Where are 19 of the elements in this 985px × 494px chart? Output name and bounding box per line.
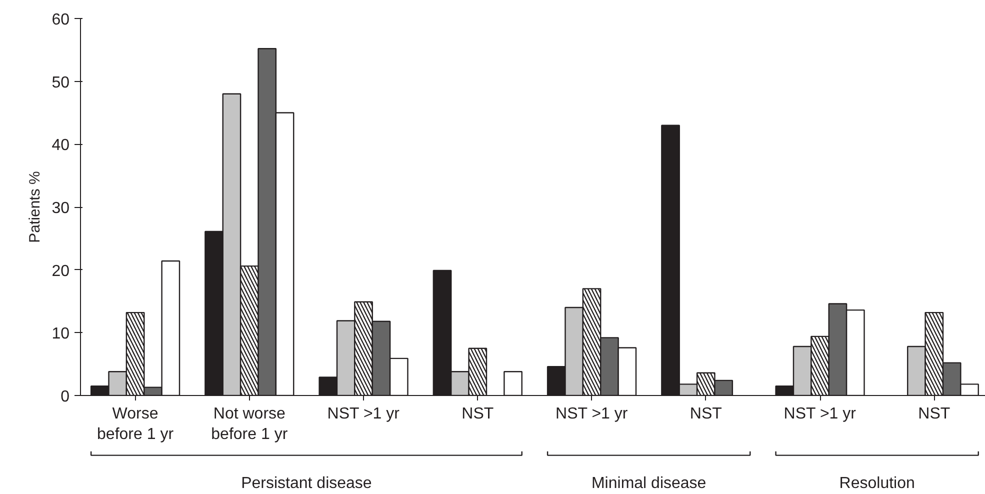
text: Persistant disease	[241, 475, 372, 492]
x-tick-label: NST	[462, 406, 494, 422]
x-tick-label: NST >1 yr	[784, 406, 857, 422]
y-tick-label: 10	[52, 326, 70, 343]
y-tick-label: 30	[52, 200, 70, 217]
x-tick-label: Worse before 1 yr	[97, 406, 174, 443]
x-tick-label: NST	[690, 406, 722, 422]
x-tick-label: NST	[918, 406, 950, 422]
y-tick-label: 60	[52, 12, 70, 28]
y-tick-label: 40	[52, 137, 70, 154]
x-tick-label: NST >1 yr	[556, 406, 628, 422]
x-tick-label: NST >1 yr	[327, 406, 400, 422]
text: Resolution	[839, 475, 915, 492]
y-tick-label: 50	[52, 74, 70, 92]
y-axis-title: Patients %	[26, 171, 44, 243]
y-tick-label: 0	[60, 388, 70, 406]
y-tick-label: 20	[52, 262, 70, 280]
text: Minimal disease	[591, 475, 706, 492]
x-tick-label: Not worse before 1 yr	[211, 406, 288, 443]
